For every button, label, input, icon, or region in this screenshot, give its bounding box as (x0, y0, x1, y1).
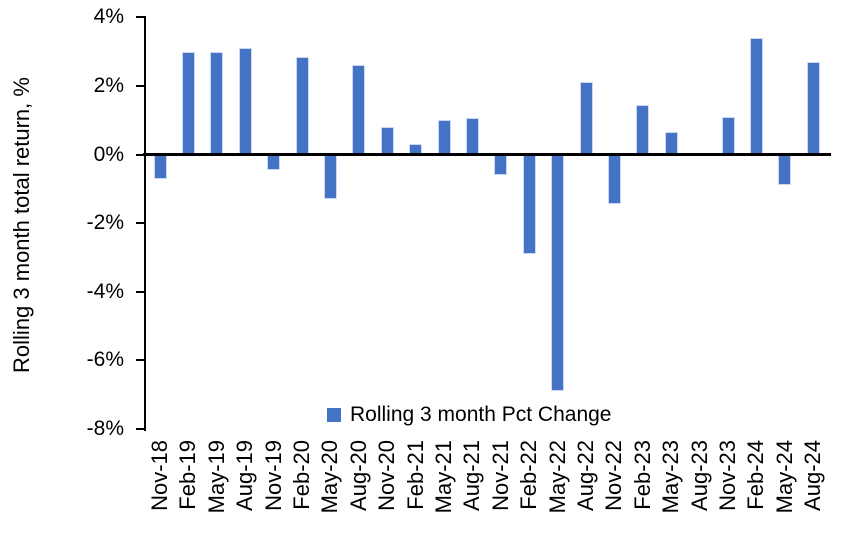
bar-Aug-20 (352, 65, 366, 155)
x-tick-label: May-21 (431, 440, 456, 514)
bar-Nov-19 (267, 154, 281, 170)
bar-Feb-22 (522, 154, 536, 254)
x-tick-label: Aug-20 (345, 440, 371, 511)
bar-Nov-18 (153, 154, 167, 179)
y-tick-label: 2% (93, 73, 124, 97)
x-tick-label: Aug-24 (800, 440, 826, 511)
bar-May-20 (323, 154, 337, 200)
legend-label: Rolling 3 month Pct Change (350, 403, 612, 426)
x-tick-label: Nov-20 (374, 440, 400, 511)
x-tick-label: Nov-21 (487, 440, 513, 511)
bar-Nov-20 (380, 127, 394, 155)
y-tick-mark (136, 84, 145, 87)
legend-marker-icon (327, 408, 341, 422)
x-tick-label: Aug-22 (573, 440, 598, 511)
x-tick-label: Nov-19 (260, 440, 286, 511)
y-axis-title: Rolling 3 month total return, % (9, 77, 34, 373)
bar-Feb-20 (295, 56, 309, 155)
x-tick-label: Feb-20 (289, 440, 314, 510)
x-tick-label: Aug-21 (459, 440, 485, 511)
y-tick-label: -4% (86, 279, 124, 303)
x-tick-label: May-23 (658, 440, 684, 514)
legend: Rolling 3 month Pct Change (327, 403, 612, 427)
y-axis-line (144, 16, 146, 431)
bar-Nov-21 (494, 154, 508, 176)
y-tick-label: 0% (93, 142, 124, 166)
y-tick-mark (136, 222, 145, 225)
y-tick-label: -2% (86, 211, 124, 235)
x-tick-label: Aug-23 (686, 440, 712, 511)
x-tick-label: Feb-24 (743, 440, 769, 510)
bar-May-19 (210, 51, 224, 155)
bar-May-22 (551, 154, 565, 392)
bar-Feb-19 (181, 51, 195, 155)
x-tick-label: May-24 (771, 440, 797, 514)
y-tick-label: -8% (86, 416, 124, 440)
bar-May-21 (437, 120, 451, 155)
x-tick-label: Feb-21 (402, 440, 428, 510)
bar-May-24 (778, 154, 792, 186)
x-tick-label: Feb-19 (175, 440, 201, 510)
bar-Aug-19 (238, 48, 252, 155)
y-tick-mark (136, 153, 145, 156)
x-axis-line (143, 153, 831, 156)
bar-Aug-22 (579, 82, 593, 155)
bar-Feb-23 (636, 104, 650, 155)
bar-Aug-24 (806, 61, 820, 155)
x-tick-label: Nov-18 (147, 440, 172, 511)
x-tick-label: Feb-22 (516, 440, 542, 510)
y-tick-mark (136, 16, 145, 19)
x-tick-label: May-20 (317, 440, 343, 514)
y-tick-label: 4% (93, 5, 124, 29)
bar-Nov-23 (721, 116, 735, 155)
y-tick-mark (136, 427, 145, 430)
x-tick-label: Aug-19 (232, 440, 258, 511)
x-tick-label: Feb-23 (629, 440, 655, 510)
y-tick-mark (136, 290, 145, 293)
x-tick-label: May-22 (544, 440, 570, 514)
y-tick-mark (136, 359, 145, 362)
bar-Aug-21 (465, 118, 479, 155)
y-tick-label: -6% (86, 348, 124, 372)
x-tick-label: May-19 (203, 440, 229, 514)
x-tick-label: Nov-23 (715, 440, 740, 511)
x-tick-label: Nov-22 (601, 440, 627, 511)
bar-Feb-24 (749, 37, 763, 155)
bar-Nov-22 (607, 154, 621, 205)
bar-May-23 (664, 132, 678, 155)
